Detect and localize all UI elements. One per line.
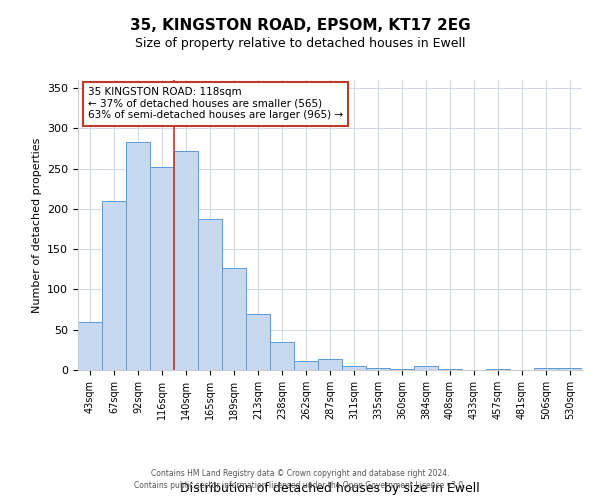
Text: Size of property relative to detached houses in Ewell: Size of property relative to detached ho… xyxy=(135,38,465,51)
X-axis label: Distribution of detached houses by size in Ewell: Distribution of detached houses by size … xyxy=(180,482,480,494)
Bar xyxy=(150,167,174,370)
Text: 35, KINGSTON ROAD, EPSOM, KT17 2EG: 35, KINGSTON ROAD, EPSOM, KT17 2EG xyxy=(130,18,470,32)
Bar xyxy=(558,368,582,370)
Bar xyxy=(198,218,222,370)
Text: 35 KINGSTON ROAD: 118sqm
← 37% of detached houses are smaller (565)
63% of semi-: 35 KINGSTON ROAD: 118sqm ← 37% of detach… xyxy=(88,87,343,120)
Bar xyxy=(78,322,102,370)
Bar xyxy=(438,369,462,370)
Bar xyxy=(294,361,318,370)
Bar xyxy=(414,366,438,370)
Y-axis label: Number of detached properties: Number of detached properties xyxy=(32,138,41,312)
Bar xyxy=(366,368,390,370)
Bar xyxy=(174,151,198,370)
Bar xyxy=(246,314,270,370)
Bar xyxy=(222,268,246,370)
Bar xyxy=(102,201,126,370)
Bar xyxy=(318,358,342,370)
Bar xyxy=(486,369,510,370)
Text: Contains HM Land Registry data © Crown copyright and database right 2024.
Contai: Contains HM Land Registry data © Crown c… xyxy=(134,468,466,490)
Bar xyxy=(534,368,558,370)
Bar xyxy=(270,342,294,370)
Bar xyxy=(390,369,414,370)
Bar xyxy=(342,366,366,370)
Bar xyxy=(126,142,150,370)
